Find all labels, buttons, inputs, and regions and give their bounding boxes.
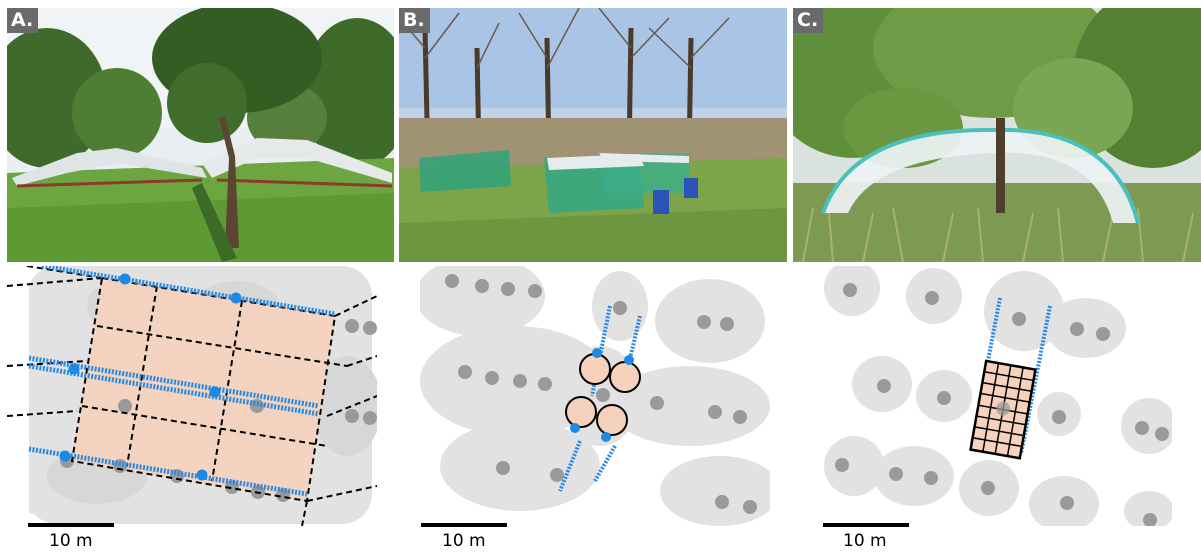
panel-label-b: B.: [399, 8, 430, 33]
panel-label-c: C.: [793, 8, 824, 33]
photo-b: B.: [399, 8, 787, 262]
photo-c: C.: [793, 8, 1201, 262]
photo-a: A.: [7, 8, 394, 262]
map-b: [420, 266, 770, 526]
scale-bar-a: [28, 523, 114, 527]
scale-label-b: 10 m: [442, 531, 486, 551]
scale-bar-c: [823, 523, 909, 527]
map-a: [7, 266, 377, 526]
map-c: [824, 266, 1172, 526]
panel-label-a: A.: [7, 8, 39, 33]
scale-label-a: 10 m: [49, 531, 93, 551]
scale-bar-b: [421, 523, 507, 527]
scale-label-c: 10 m: [843, 531, 887, 551]
